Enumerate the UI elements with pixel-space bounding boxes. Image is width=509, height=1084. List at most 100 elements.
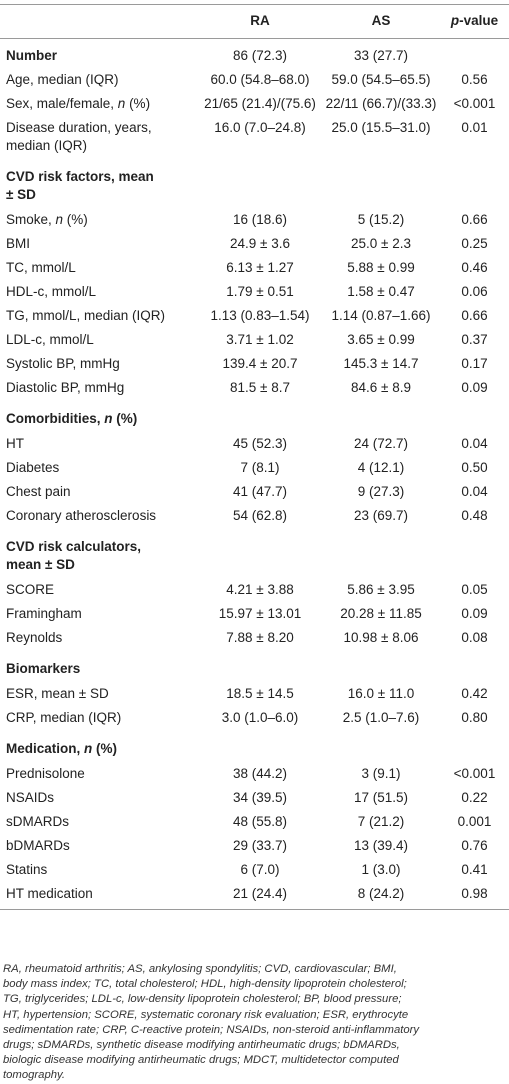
table-row: Framingham 15.97 ± 13.01 20.28 ± 11.85 0.09 [0,602,509,626]
table-row: HDL-c, mmol/L 1.79 ± 0.51 1.58 ± 0.47 0.06 [0,280,509,304]
table-row: Systolic BP, mmHg 139.4 ± 20.7 145.3 ± 14.… [0,352,509,376]
footnote-line: drugs; sDMARDs, synthetic disease modify… [3,1039,400,1052]
text-run: Diastolic BP, mmHg [6,380,125,395]
text-run: Diabetes [6,460,60,475]
text-run: Coronary atherosclerosis [6,508,157,523]
header-row: RA AS p-value [0,4,509,39]
table-row: Coronary atherosclerosis 54 (62.8) 23 (69.… [0,504,509,528]
p-value: 0.80 [461,710,488,725]
row-label: HT medication [0,882,198,910]
p-value: <0.001 [453,766,496,781]
section-title-text: Comorbidities, n (%) [6,410,161,428]
table-row: HT medication 21 (24.4) 8 (24.2) 0.98 [0,882,509,910]
table-body: Number 86 (72.3) 33 (27.7) Age, median (IQR… [0,39,509,910]
ra-value: 81.5 ± 8.7 [230,380,290,395]
p-value: 0.22 [461,790,488,805]
ra-value: 48 (55.8) [232,814,288,829]
table-row: LDL-c, mmol/L 3.71 ± 1.02 3.65 ± 0.99 0.37 [0,328,509,352]
row-label: Reynolds [0,626,198,650]
ra-value: 86 (72.3) [232,48,288,63]
text-run: (%) [125,96,151,111]
table-row: Age, median (IQR) 60.0 (54.8–68.0) 59.0 (5… [0,68,509,92]
table-row: Number 86 (72.3) 33 (27.7) [0,39,509,69]
ra-value: 34 (39.5) [232,790,288,805]
section-row: CVD risk factors, mean ± SD [0,158,509,208]
footnote-line: TG, triglycerides; LDL-c, low-density li… [3,993,402,1006]
text-run: BMI [6,236,31,251]
footnote-line: tomography. [3,1069,65,1082]
p-value: 0.17 [461,356,488,371]
ra-value: 3.71 ± 1.02 [226,332,294,347]
footnote-line: HT, hypertension; SCORE, systematic coro… [3,1008,409,1021]
as-value: 13 (39.4) [353,838,409,853]
row-label: Systolic BP, mmHg [0,352,198,376]
as-value: 2.5 (1.0–7.6) [342,710,420,725]
text-run: n [117,96,126,111]
section-row: CVD risk calculators, mean ± SD [0,528,509,578]
table-row: NSAIDs 34 (39.5) 17 (51.5) 0.22 [0,786,509,810]
footnote: RA, rheumatoid arthritis; AS, ankylosing… [3,962,507,1084]
as-value: 5.88 ± 0.99 [347,260,415,275]
table-row: BMI 24.9 ± 3.6 25.0 ± 2.3 0.25 [0,232,509,256]
p-value: 0.08 [461,630,488,645]
p-value: 0.56 [461,72,488,87]
section-title-text: Biomarkers [6,660,161,678]
ra-value: 60.0 (54.8–68.0) [210,72,310,87]
row-label: Diabetes [0,456,198,480]
header-cell [0,5,198,39]
ra-value: 1.13 (0.83–1.54) [210,308,310,323]
as-value: 4 (12.1) [357,460,405,475]
row-label: TC, mmol/L [0,256,198,280]
as-value: 25.0 (15.5–31.0) [331,120,431,135]
data-table: RA AS p-value Number 86 (72.3) 33 (27.7) Age,… [0,4,509,910]
ra-value: 41 (47.7) [232,484,288,499]
text-run: Age, median (IQR) [6,72,119,87]
as-value: 1.58 ± 0.47 [347,284,415,299]
as-value: 5 (15.2) [357,212,405,227]
text-run: LDL-c, mmol/L [6,332,94,347]
as-value: 16.0 ± 11.0 [347,686,415,701]
text-run: CRP, median (IQR) [6,710,122,725]
row-label: Diastolic BP, mmHg [0,376,198,400]
p-value: 0.46 [461,260,488,275]
ra-value: 139.4 ± 20.7 [222,356,298,371]
p-value: 0.04 [461,484,488,499]
row-label: Framingham [0,602,198,626]
footnote-line: sedimentation rate; CRP, C-reactive prot… [3,1023,420,1036]
as-value: 9 (27.3) [357,484,405,499]
row-label: Sex, male/female, n (%) [0,92,198,116]
text-run: (%) [112,411,138,426]
p-value: 0.04 [461,436,488,451]
section-title-text: CVD risk factors, mean ± SD [6,168,161,204]
as-value: 145.3 ± 14.7 [343,356,419,371]
as-value: 33 (27.7) [353,48,409,63]
p-value: 0.01 [461,120,488,135]
table-row: Chest pain 41 (47.7) 9 (27.3) 0.04 [0,480,509,504]
table-row: SCORE 4.21 ± 3.88 5.86 ± 3.95 0.05 [0,578,509,602]
text-run: TC, mmol/L [6,260,76,275]
text-run: CVD risk factors, mean ± SD [6,169,154,202]
header-cell: RA [198,5,322,39]
p-value: 0.001 [457,814,492,829]
text-run: TG, mmol/L, median (IQR) [6,308,166,323]
text-run: Statins [6,862,48,877]
text-run: n [104,411,113,426]
text-run: AS [371,13,391,28]
row-label: Disease duration, years, median (IQR) [0,116,198,158]
ra-value: 21/65 (21.4)/(75.6) [204,96,316,111]
p-value: <0.001 [453,96,496,111]
text-run: RA [250,13,270,28]
section-title-text: CVD risk calculators, mean ± SD [6,538,161,574]
p-value: 0.06 [461,284,488,299]
as-value: 5.86 ± 3.95 [347,582,415,597]
as-value: 22/11 (66.7)/(33.3) [325,96,437,111]
text-run: (%) [92,741,118,756]
ra-value: 45 (52.3) [232,436,288,451]
footnote-line: RA, rheumatoid arthritis; AS, ankylosing… [3,963,397,975]
p-value: 0.66 [461,212,488,227]
table-row: bDMARDs 29 (33.7) 13 (39.4) 0.76 [0,834,509,858]
p-value: 0.50 [461,460,488,475]
section-title: CVD risk calculators, mean ± SD [0,528,509,578]
section-row: Biomarkers [0,650,509,682]
